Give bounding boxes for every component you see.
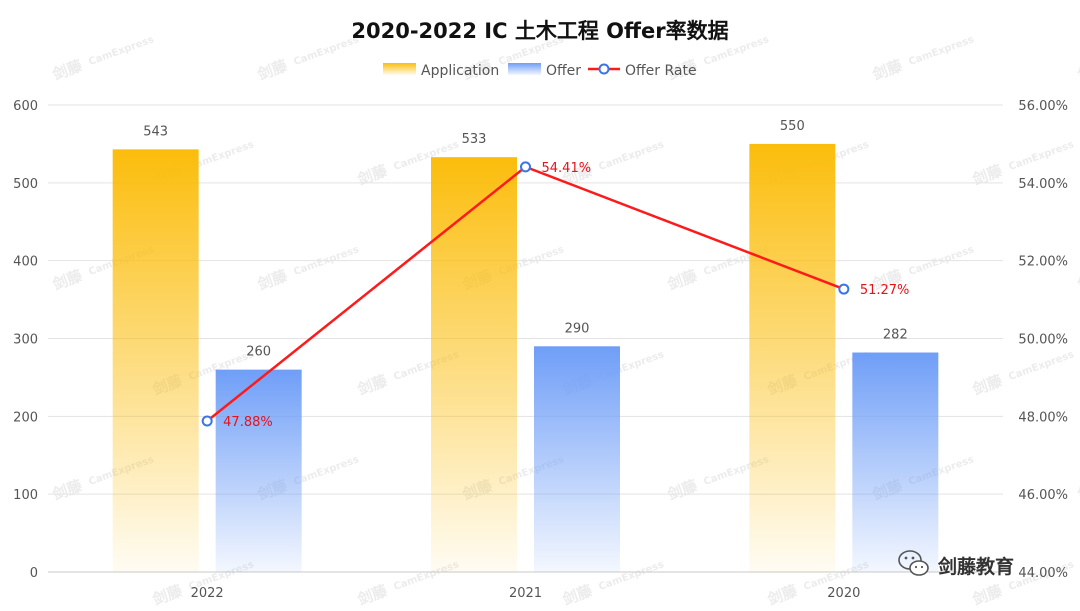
watermark-brand-cn: 剑藤 <box>354 161 390 189</box>
watermark-brand-cn: 剑藤 <box>969 371 1005 399</box>
watermark-brand-en: CamExpress <box>597 139 665 173</box>
watermark-brand-cn: 剑藤 <box>1074 476 1080 504</box>
brand-footer: 剑藤教育 <box>898 550 1014 578</box>
watermark-brand-cn: 剑藤 <box>764 581 800 609</box>
y-right-tick-label: 50.00% <box>1018 333 1068 348</box>
legend-marker-offer-rate <box>598 63 610 75</box>
legend-label-application: Application <box>421 63 499 79</box>
watermark-brand-cn: 剑藤 <box>1074 56 1080 84</box>
brand-footer-text: 剑藤教育 <box>937 555 1014 578</box>
watermark-brand-cn: 剑藤 <box>254 266 290 294</box>
bar-application-2020 <box>749 143 836 572</box>
offer-rate-polyline <box>206 165 845 422</box>
chart-title: 2020-2022 IC 土木工程 Offer率数据 <box>351 19 728 43</box>
bar-label-offer-2022: 260 <box>246 345 271 360</box>
y-left-tick-label: 0 <box>30 566 38 581</box>
watermark-brand-en: CamExpress <box>87 34 155 68</box>
y-left-tick-label: 200 <box>13 410 38 425</box>
legend: Application Offer Offer Rate <box>383 63 697 79</box>
watermark-brand-cn: 剑藤 <box>149 581 185 609</box>
watermark-brand-cn: 剑藤 <box>869 56 905 84</box>
bar-label-application-2021: 533 <box>462 132 487 147</box>
watermark-brand-en: CamExpress <box>292 34 360 68</box>
watermark-brand-en: CamExpress <box>292 454 360 488</box>
wechat-icon <box>898 550 929 576</box>
bar-application-2022 <box>112 149 199 573</box>
y-left-tick-label: 500 <box>13 177 38 192</box>
legend-swatch-application <box>383 63 416 75</box>
legend-item-offer-rate: Offer Rate <box>588 63 697 79</box>
x-tick-label-2022: 2022 <box>191 586 224 601</box>
offer-rate-point-2021 <box>520 161 531 173</box>
watermark-brand-en: CamExpress <box>907 34 975 68</box>
offer-rate-label-2022: 47.88% <box>223 415 273 430</box>
watermark-brand-cn: 剑藤 <box>1074 266 1080 294</box>
watermark-brand-cn: 剑藤 <box>559 581 595 609</box>
watermark-brand-cn: 剑藤 <box>49 476 85 504</box>
y-right-tick-label: 56.00% <box>1018 99 1068 114</box>
watermark-brand-cn: 剑藤 <box>969 161 1005 189</box>
legend-item-application: Application <box>383 63 499 79</box>
legend-item-offer: Offer <box>508 63 581 79</box>
offer-rate-label-2021: 54.41% <box>542 161 592 176</box>
bar-label-application-2020: 550 <box>780 119 805 134</box>
bar-label-offer-2020: 282 <box>883 328 908 343</box>
watermark-brand-cn: 剑藤 <box>969 581 1005 609</box>
watermark-brand-cn: 剑藤 <box>49 56 85 84</box>
y-right-tick-label: 44.00% <box>1018 566 1068 581</box>
y-right-tick-label: 52.00% <box>1018 255 1068 270</box>
y-right-tick-label: 46.00% <box>1018 488 1068 503</box>
legend-label-offer: Offer <box>546 63 581 79</box>
y-left-tick-label: 100 <box>13 488 38 503</box>
bar-offer-2021 <box>534 346 620 572</box>
watermark-brand-en: CamExpress <box>1007 139 1075 173</box>
bar-offer-2022 <box>215 369 302 572</box>
watermark-brand-cn: 剑藤 <box>254 56 290 84</box>
watermark-brand-cn: 剑藤 <box>664 476 700 504</box>
x-tick-label-2020: 2020 <box>827 586 860 601</box>
legend-label-offer-rate: Offer Rate <box>625 63 697 79</box>
bar-label-offer-2021: 290 <box>565 321 590 336</box>
watermark-brand-en: CamExpress <box>1007 349 1075 383</box>
y-left-tick-label: 600 <box>13 99 38 114</box>
x-tick-label-2021: 2021 <box>509 586 542 601</box>
legend-swatch-offer <box>508 63 541 75</box>
axes: 0 44.00% 100 46.00% 200 48.00% 300 50.00% 400 52.… <box>13 99 1068 601</box>
offer-rate-line: 47.88% 54.41% 51.27% <box>201 161 910 430</box>
y-left-tick-label: 400 <box>13 255 38 270</box>
watermark-brand-cn: 剑藤 <box>354 371 390 399</box>
bar-application-2021 <box>431 157 517 573</box>
bar-label-application-2022: 543 <box>143 124 168 139</box>
bar-offer-2020 <box>852 352 939 572</box>
bars: 543 260 533 290 550 282 <box>112 119 939 573</box>
offer-rate-point-2022 <box>201 415 213 427</box>
y-left-tick-label: 300 <box>13 333 38 348</box>
watermark-brand-cn: 剑藤 <box>664 266 700 294</box>
y-right-tick-label: 54.00% <box>1018 177 1068 192</box>
y-right-tick-label: 48.00% <box>1018 410 1068 425</box>
offer-rate-label-2020: 51.27% <box>860 283 910 298</box>
watermark-brand-cn: 剑藤 <box>354 581 390 609</box>
offer-rate-point-2020 <box>838 283 850 295</box>
watermark-brand-cn: 剑藤 <box>49 266 85 294</box>
